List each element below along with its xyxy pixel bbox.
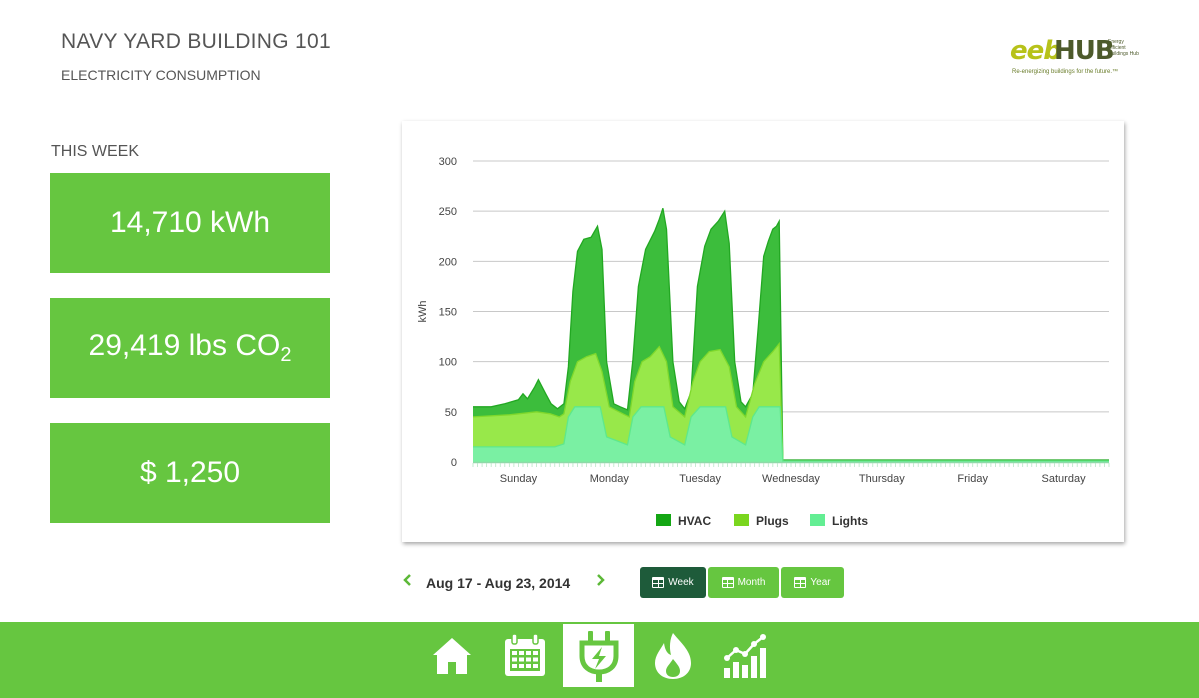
logo-tagline: Re-energizing buildings for the future.™: [1012, 69, 1119, 75]
year-button-label: Year: [810, 577, 831, 588]
next-week-button[interactable]: [596, 573, 606, 592]
y-tick-label: 200: [439, 256, 457, 268]
chart-svg: 0 50 100 150 200 250 300 kWh Sunday Monday Tuesday…: [417, 156, 1110, 528]
logo-side-text: Energy Efficient Buildings Hub: [1108, 39, 1139, 57]
month-button-label: Month: [737, 577, 766, 588]
prev-week-button[interactable]: [402, 573, 412, 592]
calendar-icon: [794, 577, 807, 588]
lights-area: [473, 406, 1109, 462]
co2-total-tile: 29,419 lbs CO2: [50, 298, 330, 398]
week-button[interactable]: Week: [640, 567, 706, 598]
chevron-right-icon: [597, 574, 605, 586]
nav-home[interactable]: [416, 624, 487, 687]
x-tick-label: Saturday: [1042, 473, 1087, 485]
year-button[interactable]: Year: [781, 567, 844, 598]
calendar-icon: [721, 577, 734, 588]
legend-label-lights: Lights: [832, 514, 868, 528]
energy-total-tile: 14,710 kWh: [50, 173, 330, 273]
y-tick-label: 150: [439, 307, 457, 319]
nav-electricity[interactable]: [563, 624, 634, 687]
summary-period-label: THIS WEEK: [51, 143, 140, 160]
energy-total-value: 14,710 kWh: [109, 206, 271, 239]
nav-calendar[interactable]: [489, 624, 560, 687]
x-tick-label: Thursday: [859, 473, 905, 485]
eebhub-logo: eeb HUB Energy Efficient Buildings Hub R…: [1010, 36, 1140, 82]
y-tick-label: 50: [445, 407, 457, 419]
y-tick-label: 300: [439, 156, 457, 168]
page-subtitle: ELECTRICITY CONSUMPTION: [61, 67, 261, 83]
logo-prefix: eeb: [1010, 36, 1062, 66]
nav-gas[interactable]: [637, 624, 708, 687]
logo-suffix: HUB: [1054, 36, 1115, 66]
cost-total-tile: $ 1,250: [50, 423, 330, 523]
chart-icon: [723, 633, 766, 678]
month-button[interactable]: Month: [708, 567, 779, 598]
calendar-icon: [504, 632, 545, 676]
calendar-icon: [652, 577, 665, 588]
hvac-line: [473, 207, 1109, 461]
legend-swatch-plugs: [734, 514, 749, 526]
home-icon: [432, 637, 471, 674]
legend-swatch-hvac: [656, 514, 671, 526]
y-axis-label: kWh: [417, 301, 429, 323]
bottom-nav-bar: [0, 622, 1199, 698]
x-tick-label: Tuesday: [679, 473, 721, 485]
flame-icon: [654, 632, 691, 679]
chevron-left-icon: [403, 574, 411, 586]
legend-label-hvac: HVAC: [678, 514, 711, 528]
consumption-chart: 0 50 100 150 200 250 300 kWh Sunday Monday Tuesday…: [402, 121, 1124, 542]
cost-total-value: $ 1,250: [139, 456, 241, 489]
x-tick-label: Friday: [957, 473, 988, 485]
lights-line: [473, 406, 1109, 462]
y-tick-label: 0: [451, 457, 457, 469]
nav-reports[interactable]: [710, 624, 781, 687]
x-tick-label: Monday: [590, 473, 630, 485]
plugs-line: [472, 341, 1109, 462]
electricity-plug-icon: [579, 630, 618, 682]
page-title: NAVY YARD BUILDING 101: [61, 30, 331, 53]
x-tick-label: Wednesday: [762, 473, 820, 485]
date-range: Aug 17 - Aug 23, 2014: [426, 575, 571, 591]
x-tick-label: Sunday: [500, 473, 538, 485]
co2-total-value: 29,419 lbs CO2: [88, 329, 292, 366]
legend-label-plugs: Plugs: [756, 514, 789, 528]
y-tick-label: 100: [439, 357, 457, 369]
week-button-label: Week: [668, 577, 694, 588]
y-tick-label: 250: [439, 206, 457, 218]
legend-swatch-lights: [810, 514, 825, 526]
